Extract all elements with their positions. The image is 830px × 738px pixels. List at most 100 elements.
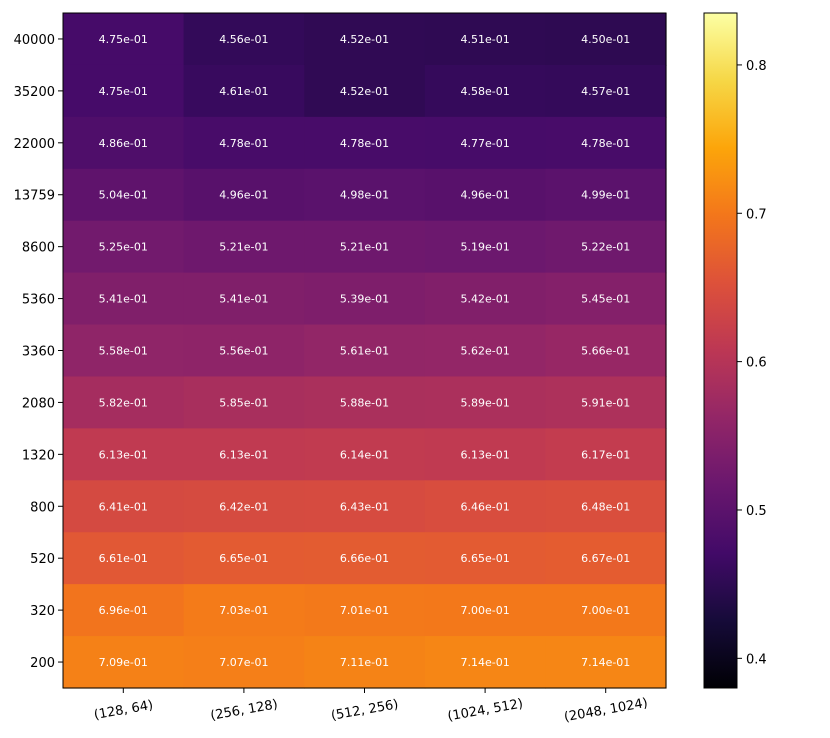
colorbar-ticks: 0.4 0.5 0.6 0.7 0.8 [737,59,767,667]
cell-value-label: 6.48e-01 [581,500,630,513]
heatmap-cell [545,116,667,170]
heatmap-cell [424,220,546,274]
cell-value-labels: 4.75e-01 4.56e-01 4.52e-01 4.51e-01 4.50e-01… [99,33,631,669]
cell-value-label: 5.89e-01 [460,396,509,409]
heatmap-cell [183,480,305,533]
heatmap-cell [183,168,305,222]
heatmap-cell [545,584,667,637]
colorbar-tick-label: 0.6 [746,356,767,371]
heatmap-cell [304,220,426,274]
cell-value-label: 6.67e-01 [581,552,630,565]
heatmap-cell [304,168,426,222]
heatmap-cell [183,584,305,637]
heatmap-cell [63,324,185,378]
heatmap-cell [63,220,185,274]
heatmap-cell [424,116,546,170]
heatmap-cell [304,376,426,429]
cell-value-label: 6.61e-01 [99,552,148,565]
cell-value-label: 5.61e-01 [340,345,389,358]
cell-value-label: 5.41e-01 [99,293,148,306]
cell-value-label: 6.13e-01 [460,448,509,461]
heatmap-cell [424,428,546,481]
cell-value-label: 5.21e-01 [219,241,268,254]
colorbar-bar [703,12,738,689]
colorbar-tick-label: 0.8 [746,59,767,74]
cell-value-label: 6.66e-01 [340,552,389,565]
heatmap-cell [304,324,426,378]
y-tick-label: 200 [30,656,55,671]
heatmap-cell [63,272,185,326]
cell-value-label: 4.78e-01 [219,137,268,150]
cell-value-label: 5.19e-01 [460,241,509,254]
cell-value-label: 6.13e-01 [99,448,148,461]
heatmap-cell [304,532,426,585]
heatmap-cell [545,480,667,533]
heatmap-cell [183,376,305,429]
cell-value-label: 4.77e-01 [460,137,509,150]
cell-value-label: 4.96e-01 [460,189,509,202]
cell-value-label: 6.17e-01 [581,448,630,461]
heatmap-cell [424,324,546,378]
heatmap-cell [183,13,305,66]
cell-value-label: 7.01e-01 [340,604,389,617]
cell-value-label: 7.14e-01 [460,656,509,669]
heatmap-cell [424,64,546,118]
x-tick-label: (2048, 1024) [563,696,649,725]
heatmap-cell [424,272,546,326]
heatmap-cell [183,272,305,326]
y-tick-label: 320 [30,604,55,619]
heatmap-cell [424,480,546,533]
colorbar-tick-label: 0.4 [746,652,767,667]
heatmap-cell [545,324,667,378]
cell-value-label: 5.22e-01 [581,241,630,254]
y-tick-label: 3360 [22,345,55,360]
cell-value-label: 6.43e-01 [340,500,389,513]
cell-value-label: 7.03e-01 [219,604,268,617]
heatmap-cells [63,13,667,689]
cell-value-label: 4.56e-01 [219,33,268,46]
heatmap-cell [304,116,426,170]
cell-value-label: 7.00e-01 [460,604,509,617]
heatmap-cell [304,13,426,66]
heatmap-cell [63,480,185,533]
cell-value-label: 5.66e-01 [581,345,630,358]
heatmap-cell [424,584,546,637]
colorbar-tick-label: 0.5 [746,504,767,519]
cell-value-label: 6.46e-01 [460,500,509,513]
cell-value-label: 5.62e-01 [460,345,509,358]
cell-value-label: 4.50e-01 [581,33,630,46]
y-tick-label: 40000 [14,33,55,48]
heatmap-cell [545,532,667,585]
heatmap-cell [304,480,426,533]
heatmap-cell [63,428,185,481]
y-tick-label: 1320 [22,448,55,463]
cell-value-label: 4.75e-01 [99,85,148,98]
heatmap-cell [63,532,185,585]
cell-value-label: 5.82e-01 [99,396,148,409]
heatmap-cell [545,168,667,222]
cell-value-label: 7.07e-01 [219,656,268,669]
x-tick-label: (256, 128) [209,697,279,724]
heatmap-cell [424,532,546,585]
heatmap-cell [304,584,426,637]
heatmap-cell [63,584,185,637]
heatmap-cell [545,636,667,689]
heatmap-cell [183,220,305,274]
heatmap-cell [545,13,667,66]
y-tick-label: 22000 [14,137,55,152]
cell-value-label: 5.41e-01 [219,293,268,306]
cell-value-label: 6.96e-01 [99,604,148,617]
cell-value-label: 6.41e-01 [99,500,148,513]
x-tick-label: (128, 64) [93,698,154,723]
heatmap-cell [183,324,305,378]
cell-value-label: 6.42e-01 [219,500,268,513]
cell-value-label: 6.14e-01 [340,448,389,461]
cell-value-label: 5.04e-01 [99,189,148,202]
cell-value-label: 5.21e-01 [340,241,389,254]
cell-value-label: 5.25e-01 [99,241,148,254]
x-axis: (128, 64) (256, 128) (512, 256) (1024, 512)… [93,688,649,725]
colorbar: 0.4 0.5 0.6 0.7 0.8 [703,12,767,689]
heatmap-cell [545,376,667,429]
cell-value-label: 7.11e-01 [340,656,389,669]
